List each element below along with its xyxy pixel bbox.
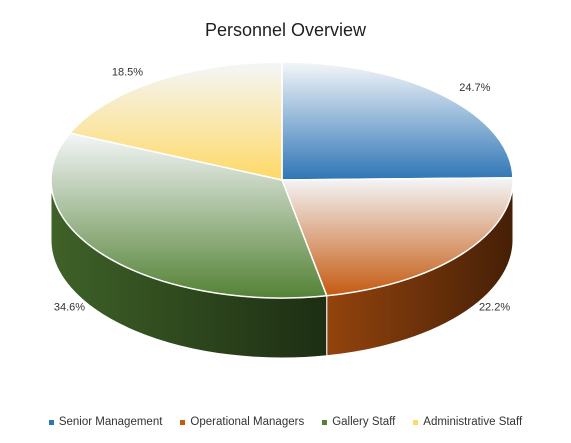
pie-slice-administrative-staff xyxy=(68,61,283,181)
chart-legend: Senior Management Operational Managers Gal… xyxy=(0,416,571,428)
data-label-administrative-staff: 18.5% xyxy=(112,66,143,78)
legend-item-gallery-staff: Gallery Staff xyxy=(322,416,395,428)
legend-swatch xyxy=(413,419,419,425)
chart-title: Personnel Overview xyxy=(204,20,367,40)
legend-swatch xyxy=(322,419,328,425)
legend-swatch xyxy=(180,419,186,425)
pie-slice-senior-management xyxy=(281,61,514,181)
legend-label: Administrative Staff xyxy=(423,416,523,428)
pie-slice-gallery-staff xyxy=(50,132,328,299)
legend-swatch xyxy=(48,419,54,425)
legend-item-operational-managers: Operational Managers xyxy=(180,416,304,428)
data-label-gallery-staff: 34.6% xyxy=(54,302,85,314)
legend-item-administrative-staff: Administrative Staff xyxy=(413,416,522,428)
legend-label: Gallery Staff xyxy=(332,416,396,428)
pie-slice-operational-managers xyxy=(280,177,514,297)
legend-label: Operational Managers xyxy=(190,416,305,428)
legend-label: Senior Management xyxy=(58,416,163,428)
legend-item-senior-management: Senior Management xyxy=(48,416,163,428)
data-label-senior-management: 24.7% xyxy=(459,82,490,94)
data-label-operational-managers: 22.2% xyxy=(479,302,510,314)
